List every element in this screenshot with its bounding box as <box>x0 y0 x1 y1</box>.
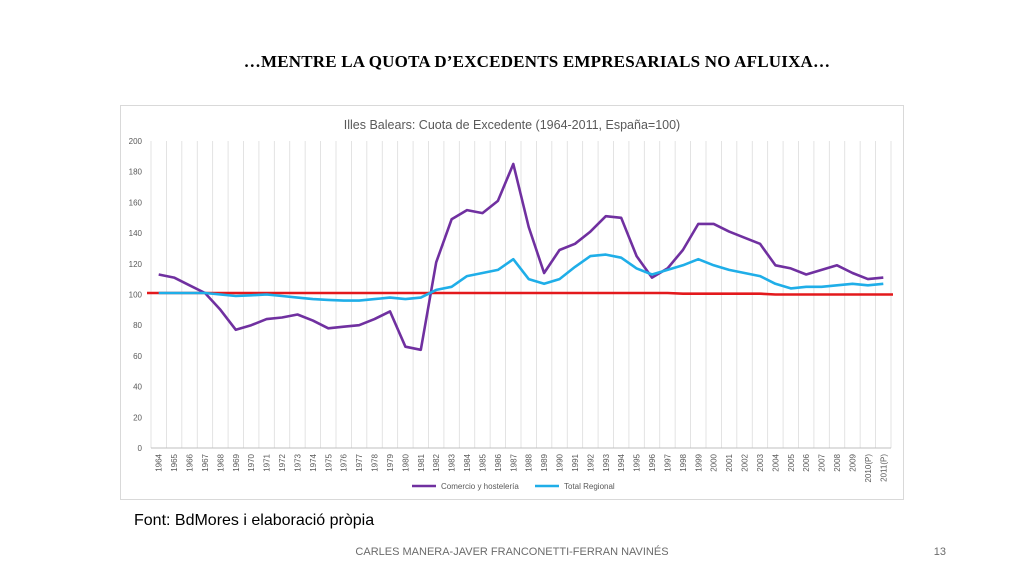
x-tick-label: 2006 <box>802 453 811 471</box>
x-tick-label: 1993 <box>602 453 611 471</box>
x-tick-label: 1996 <box>648 453 657 471</box>
footer-authors: CARLES MANERA-JAVER FRANCONETTI-FERRAN N… <box>355 546 669 558</box>
x-tick-label: 1976 <box>340 453 349 471</box>
x-tick-label: 1984 <box>463 453 472 471</box>
x-tick-label: 2002 <box>741 453 750 471</box>
x-tick-label: 1986 <box>494 453 503 471</box>
x-tick-label: 2000 <box>710 453 719 471</box>
x-tick-label: 1983 <box>448 453 457 471</box>
x-tick-label: 2003 <box>756 453 765 471</box>
y-axis: 0 20 40 60 80 100 120 140 160 180 200 <box>129 137 143 453</box>
y-tick-label: 0 <box>138 444 143 453</box>
slide-title: …MENTRE LA QUOTA D’EXCEDENTS EMPRESARIAL… <box>243 52 831 71</box>
y-tick-label: 160 <box>129 198 143 207</box>
x-tick-label: 1982 <box>432 453 441 471</box>
x-tick-label: 1968 <box>216 453 225 471</box>
y-tick-label: 100 <box>129 291 143 300</box>
x-tick-label: 1970 <box>247 453 256 471</box>
y-tick-label: 140 <box>129 229 143 238</box>
x-tick-label: 1979 <box>386 453 395 471</box>
x-tick-label: 1989 <box>540 453 549 471</box>
x-tick-label: 2004 <box>771 453 780 471</box>
x-tick-label: 1971 <box>263 453 272 471</box>
x-tick-label: 1969 <box>232 453 241 471</box>
x-tick-label: 2011(P) <box>879 454 888 482</box>
series-line-reference <box>147 291 893 296</box>
chart-title: Illes Balears: Cuota de Excedente (1964-… <box>344 118 680 132</box>
page-number: 13 <box>933 546 946 558</box>
series-line-comercio <box>158 162 884 352</box>
x-tick-label: 2009 <box>848 453 857 471</box>
x-tick-label: 2001 <box>725 453 734 471</box>
x-tick-label: 1975 <box>324 453 333 471</box>
y-tick-label: 60 <box>133 352 142 361</box>
legend-label: Total Regional <box>564 482 615 491</box>
x-tick-label: 1966 <box>186 453 195 471</box>
y-tick-label: 80 <box>133 321 142 330</box>
legend-label: Comercio y hostelería <box>441 482 519 491</box>
x-tick-label: 2008 <box>833 453 842 471</box>
x-tick-label: 1967 <box>201 453 210 471</box>
x-tick-label: 1995 <box>633 453 642 471</box>
x-tick-label: 1973 <box>293 453 302 471</box>
x-tick-label: 1988 <box>525 453 534 471</box>
x-tick-label: 1980 <box>401 453 410 471</box>
x-tick-label: 1991 <box>571 453 580 471</box>
y-tick-label: 180 <box>129 168 143 177</box>
chart-legend: Comercio y hostelería Total Regional <box>412 482 615 491</box>
x-tick-label: 1974 <box>309 453 318 471</box>
x-tick-label: 1992 <box>586 453 595 471</box>
y-tick-label: 40 <box>133 383 142 392</box>
x-axis: 1964 1965 1966 1967 1968 1969 1970 1971 1972 1973… <box>155 453 889 482</box>
series-lines <box>147 162 893 352</box>
x-tick-label: 1994 <box>617 453 626 471</box>
x-tick-label: 1981 <box>417 453 426 471</box>
x-tick-label: 1985 <box>478 453 487 471</box>
x-tick-label: 1977 <box>355 453 364 471</box>
y-tick-label: 120 <box>129 260 143 269</box>
x-tick-label: 1990 <box>556 453 565 471</box>
x-tick-label: 1999 <box>694 453 703 471</box>
y-tick-label: 200 <box>129 137 143 146</box>
x-tick-label: 1998 <box>679 453 688 471</box>
y-tick-label: 20 <box>133 413 142 422</box>
line-chart: Illes Balears: Cuota de Excedente (1964-… <box>129 118 893 491</box>
x-tick-label: 2005 <box>787 453 796 471</box>
x-tick-label: 2007 <box>818 453 827 471</box>
x-tick-label: 1972 <box>278 453 287 471</box>
source-note: Font: BdMores i elaboració pròpia <box>134 512 375 529</box>
chart-container: Illes Balears: Cuota de Excedente (1964-… <box>120 105 904 500</box>
series-line-total-regional <box>158 253 884 302</box>
x-tick-label: 1997 <box>663 453 672 471</box>
x-tick-label: 1987 <box>509 453 518 471</box>
x-tick-label: 1964 <box>155 453 164 471</box>
x-tick-label: 2010(P) <box>864 454 873 483</box>
x-tick-label: 1965 <box>170 453 179 471</box>
chart-grid <box>150 141 892 449</box>
x-tick-label: 1978 <box>371 453 380 471</box>
